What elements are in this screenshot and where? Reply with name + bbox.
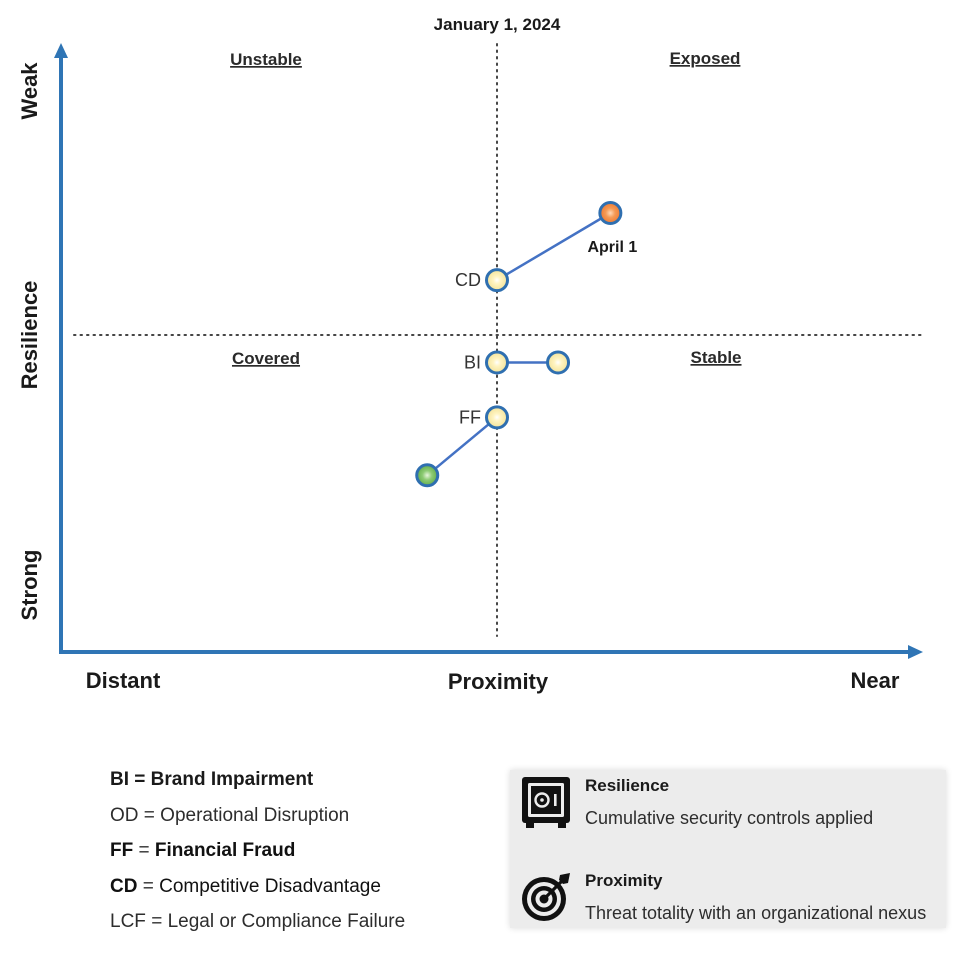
definitions-panel: Resilience Cumulative security controls … — [510, 770, 946, 928]
risk-quadrant-chart: January 1, 2024 Unstable Exposed Covered… — [17, 15, 926, 694]
y-axis-arrowhead — [54, 43, 68, 58]
data-point-cd-apr — [598, 201, 623, 225]
legend-item-lcf: LCF = Legal or Compliance Failure — [110, 904, 490, 940]
proximity-definition: Proximity Threat totality with an organi… — [510, 867, 946, 937]
point-label-ff-jan: FF — [459, 407, 481, 427]
legend-full: Legal or Compliance Failure — [167, 911, 406, 932]
legend-equals: = — [142, 875, 154, 897]
quadrant-label-unstable: Unstable — [230, 50, 302, 69]
safe-icon — [522, 777, 570, 828]
legend-equals: = — [134, 769, 146, 790]
legend-item-od: OD = Operational Disruption — [110, 798, 490, 834]
legend-abbr: FF — [110, 840, 134, 861]
x-axis-right-label: Near — [851, 668, 900, 693]
legend-full: Financial Fraud — [154, 840, 296, 861]
data-point-bi-next — [546, 350, 571, 375]
proximity-description: Threat totality with an organizational n… — [585, 903, 927, 923]
proximity-title: Proximity — [585, 871, 663, 890]
legend-full: Brand Impairment — [150, 769, 314, 790]
legend-abbr: LCF — [110, 911, 146, 932]
legend-item-ff: FF = Financial Fraud — [110, 833, 490, 869]
quadrant-label-stable: Stable — [690, 348, 741, 367]
chart-title: January 1, 2024 — [434, 15, 561, 34]
abbreviation-legend: BI = Brand Impairment OD = Operational D… — [110, 762, 490, 940]
resilience-description: Cumulative security controls applied — [585, 808, 874, 828]
legend-equals: = — [143, 804, 155, 826]
point-label-cd-apr: April 1 — [587, 239, 637, 256]
data-point-ff-next — [415, 463, 440, 488]
point-labels: CD April 1 BI FF — [455, 239, 637, 427]
quadrant-label-covered: Covered — [232, 349, 300, 368]
data-points — [415, 201, 623, 488]
data-point-cd-jan — [485, 268, 509, 293]
resilience-definition: Resilience Cumulative security controls … — [510, 772, 946, 842]
legend-full: Competitive Disadvantage — [159, 875, 381, 897]
target-icon — [522, 873, 570, 921]
x-axis-label: Proximity — [448, 669, 549, 694]
legend-full: Operational Disruption — [160, 804, 350, 826]
legend-equals: = — [151, 911, 163, 932]
link-lines — [426, 211, 611, 477]
x-axis-left-label: Distant — [86, 668, 161, 693]
data-point-ff-jan — [485, 405, 509, 430]
point-label-bi-jan: BI — [464, 352, 481, 372]
point-label-cd-jan: CD — [455, 270, 481, 290]
link-line-cd-jan — [496, 211, 611, 282]
x-axis-arrowhead — [908, 645, 923, 659]
y-axis-top-label: Weak — [17, 62, 42, 120]
quadrant-label-exposed: Exposed — [670, 49, 741, 68]
legend-abbr: CD — [110, 875, 138, 897]
legend-abbr: BI — [110, 769, 129, 790]
resilience-title: Resilience — [585, 776, 670, 795]
data-point-bi-jan — [485, 350, 509, 375]
legend-item-cd: CD = Competitive Disadvantage — [110, 869, 490, 905]
y-axis-label: Resilience — [17, 281, 42, 390]
legend-item-bi: BI = Brand Impairment — [110, 762, 490, 798]
legend-equals: = — [138, 840, 150, 861]
legend-abbr: OD — [110, 804, 139, 826]
y-axis-bottom-label: Strong — [17, 550, 42, 621]
link-line-ff-jan — [426, 416, 498, 477]
